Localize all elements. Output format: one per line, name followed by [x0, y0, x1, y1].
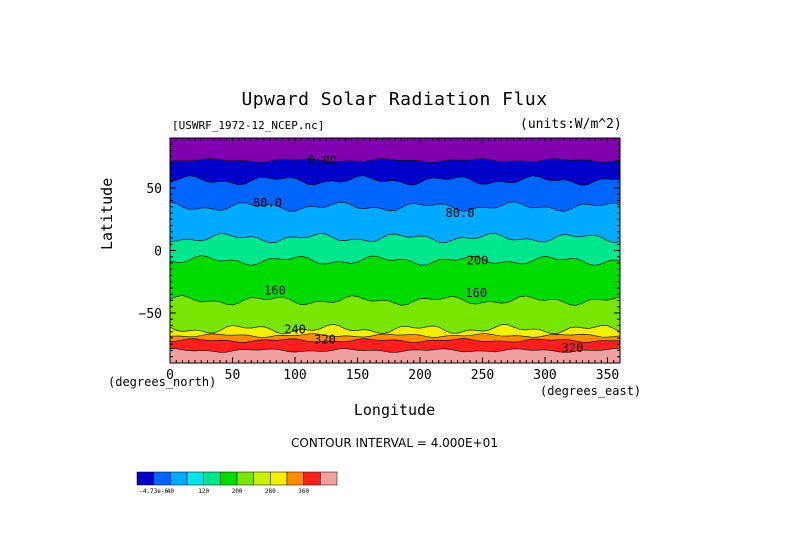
y-tick-label: 0 — [154, 245, 162, 260]
band-0-40 — [169, 158, 621, 364]
x-axis-label: Longitude — [353, 401, 436, 419]
band-120-160 — [169, 232, 621, 364]
y-unit-label: (degrees_north) — [108, 375, 217, 389]
colorbar-swatch — [320, 471, 338, 486]
contour-label: 160 — [465, 286, 487, 300]
colorbar-swatch — [186, 471, 204, 486]
band-280-320 — [169, 333, 621, 364]
x-tick-label: 150 — [346, 368, 369, 383]
file-label: [USWRF_1972-12_NCEP.nc] — [172, 119, 325, 132]
contour-label: 80.0 — [253, 196, 282, 210]
colorbar-tick-label: 120 — [198, 488, 209, 495]
band->360 — [169, 348, 621, 364]
band-320-360 — [169, 338, 621, 364]
colorbar-swatch — [303, 471, 321, 486]
units-label: (units:W/m^2) — [520, 117, 622, 132]
colorbar-swatch — [253, 471, 271, 486]
colorbar-tick-label: 200 — [232, 488, 243, 495]
contour-label: 160 — [264, 284, 286, 298]
contour-label: 200 — [467, 254, 489, 268]
colorbar-swatch — [270, 471, 288, 486]
band-160-200 — [169, 255, 621, 364]
chart-title: Upward Solar Radiation Flux — [241, 89, 548, 110]
colorbar-swatch — [203, 471, 221, 486]
colorbar-tick-label: 280 — [265, 488, 276, 495]
band-40-80 — [169, 175, 621, 364]
x-tick-label: 100 — [283, 368, 306, 383]
colorbar-tick-label: -4.73e-6 — [139, 488, 168, 495]
plot-frame — [169, 137, 621, 364]
colorbar-swatch — [220, 471, 238, 486]
y-axis-label: Latitude — [98, 177, 116, 250]
plot-background — [170, 138, 620, 363]
band-200-240 — [169, 295, 621, 364]
contour-label: 80.0 — [446, 206, 475, 220]
band-80-120 — [169, 201, 621, 364]
contour-interval-text: CONTOUR INTERVAL = 4.000E+01 — [291, 436, 498, 450]
x-tick-label: 50 — [225, 368, 241, 383]
contour-label: 0.00 — [308, 154, 337, 168]
x-tick-label: 200 — [408, 368, 431, 383]
colorbar-swatch — [136, 471, 154, 486]
x-tick-label: 250 — [471, 368, 494, 383]
colorbar-swatch — [286, 471, 304, 486]
x-tick-label: 300 — [533, 368, 556, 383]
colorbar-swatch — [170, 471, 188, 486]
colorbar-swatch — [153, 471, 171, 486]
contour-label: 320 — [562, 341, 584, 355]
colorbar-tick-label: 40 — [167, 488, 175, 495]
contour-label: 320 — [314, 332, 336, 346]
y-tick-label: −50 — [139, 307, 162, 322]
contour-label: 240 — [284, 322, 306, 336]
colorbar-tick-label: 360 — [298, 488, 309, 495]
band-240-280 — [169, 323, 621, 364]
y-tick-label: 50 — [146, 182, 162, 197]
x-tick-label: 350 — [596, 368, 619, 383]
colorbar-swatch — [236, 471, 254, 486]
x-unit-label: (degrees_east) — [540, 384, 642, 398]
